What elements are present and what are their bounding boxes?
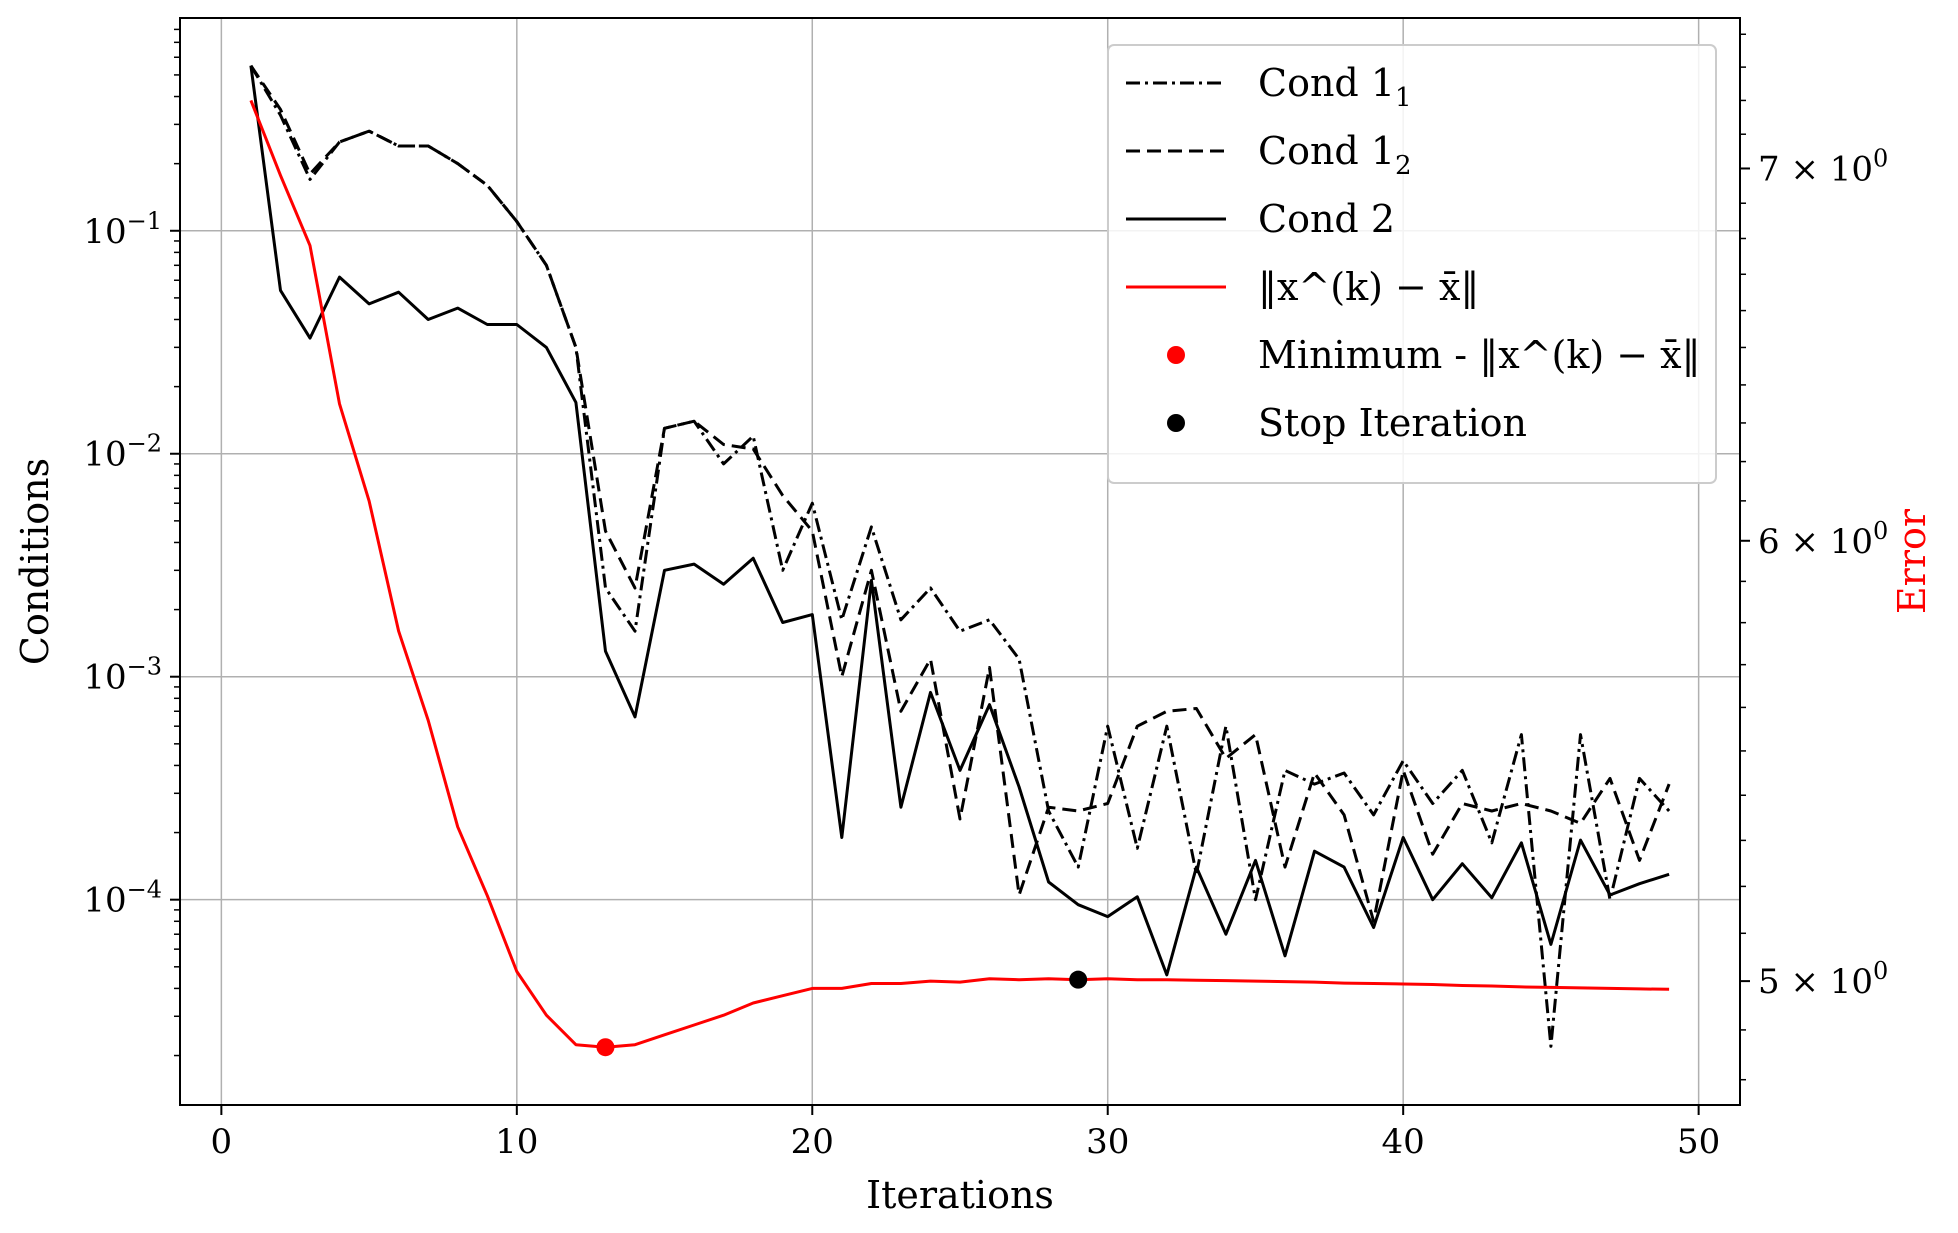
series-line-4 [249, 99, 1670, 1049]
x-tick-label: 40 [1382, 1122, 1425, 1162]
legend-label-4: ‖x^(k) − x̄‖ [1258, 265, 1479, 309]
y-axis-title: Conditions [13, 458, 57, 665]
series-line-2 [249, 64, 1671, 923]
legend-label-3: Cond 2 [1258, 197, 1395, 241]
y-tick-label: 10−1 [83, 207, 162, 252]
stop-iteration-marker [1069, 970, 1088, 989]
legend-label-5: Minimum - ‖x^(k) − x̄‖ [1258, 333, 1701, 377]
x-tick-label: 0 [211, 1122, 233, 1162]
x-tick-label: 50 [1677, 1122, 1720, 1162]
y2-tick-label: 5 × 100 [1758, 957, 1888, 1002]
series-line-3 [249, 65, 1670, 977]
legend-swatch-6 [1167, 414, 1185, 432]
minimum-marker [596, 1038, 615, 1057]
y2-tick-label: 7 × 100 [1758, 144, 1888, 189]
x-axis-title: Iterations [866, 1173, 1054, 1217]
y-tick-label: 10−3 [83, 653, 162, 698]
x-tick-label: 30 [1086, 1122, 1129, 1162]
x-tick-label: 10 [495, 1122, 538, 1162]
series-line-1 [249, 64, 1671, 1048]
legend-label-6: Stop Iteration [1258, 401, 1527, 445]
legend-box [1107, 44, 1717, 484]
legend: Cond 11 Cond 12 Cond 2 ‖x^(k) − x̄‖ Minimum … [1107, 44, 1717, 484]
y2-axis-title: Error [1890, 508, 1934, 614]
legend-label-1: Cond 11 [1258, 61, 1412, 113]
legend-label-2: Cond 12 [1258, 129, 1412, 181]
series-layer [249, 64, 1671, 1049]
marker-layer [596, 970, 1088, 1057]
plot-frame [179, 17, 1741, 1106]
ticks: 0 10 20 30 40 50 10−1 10−2 10−3 10−4 5 × 100 6 × 10… [83, 28, 1888, 1162]
x-tick-label: 20 [791, 1122, 834, 1162]
y-tick-label: 10−2 [83, 430, 162, 475]
y2-tick-label: 6 × 100 [1758, 517, 1888, 562]
y-tick-label: 10−4 [83, 876, 162, 921]
legend-swatch-5 [1167, 346, 1185, 364]
